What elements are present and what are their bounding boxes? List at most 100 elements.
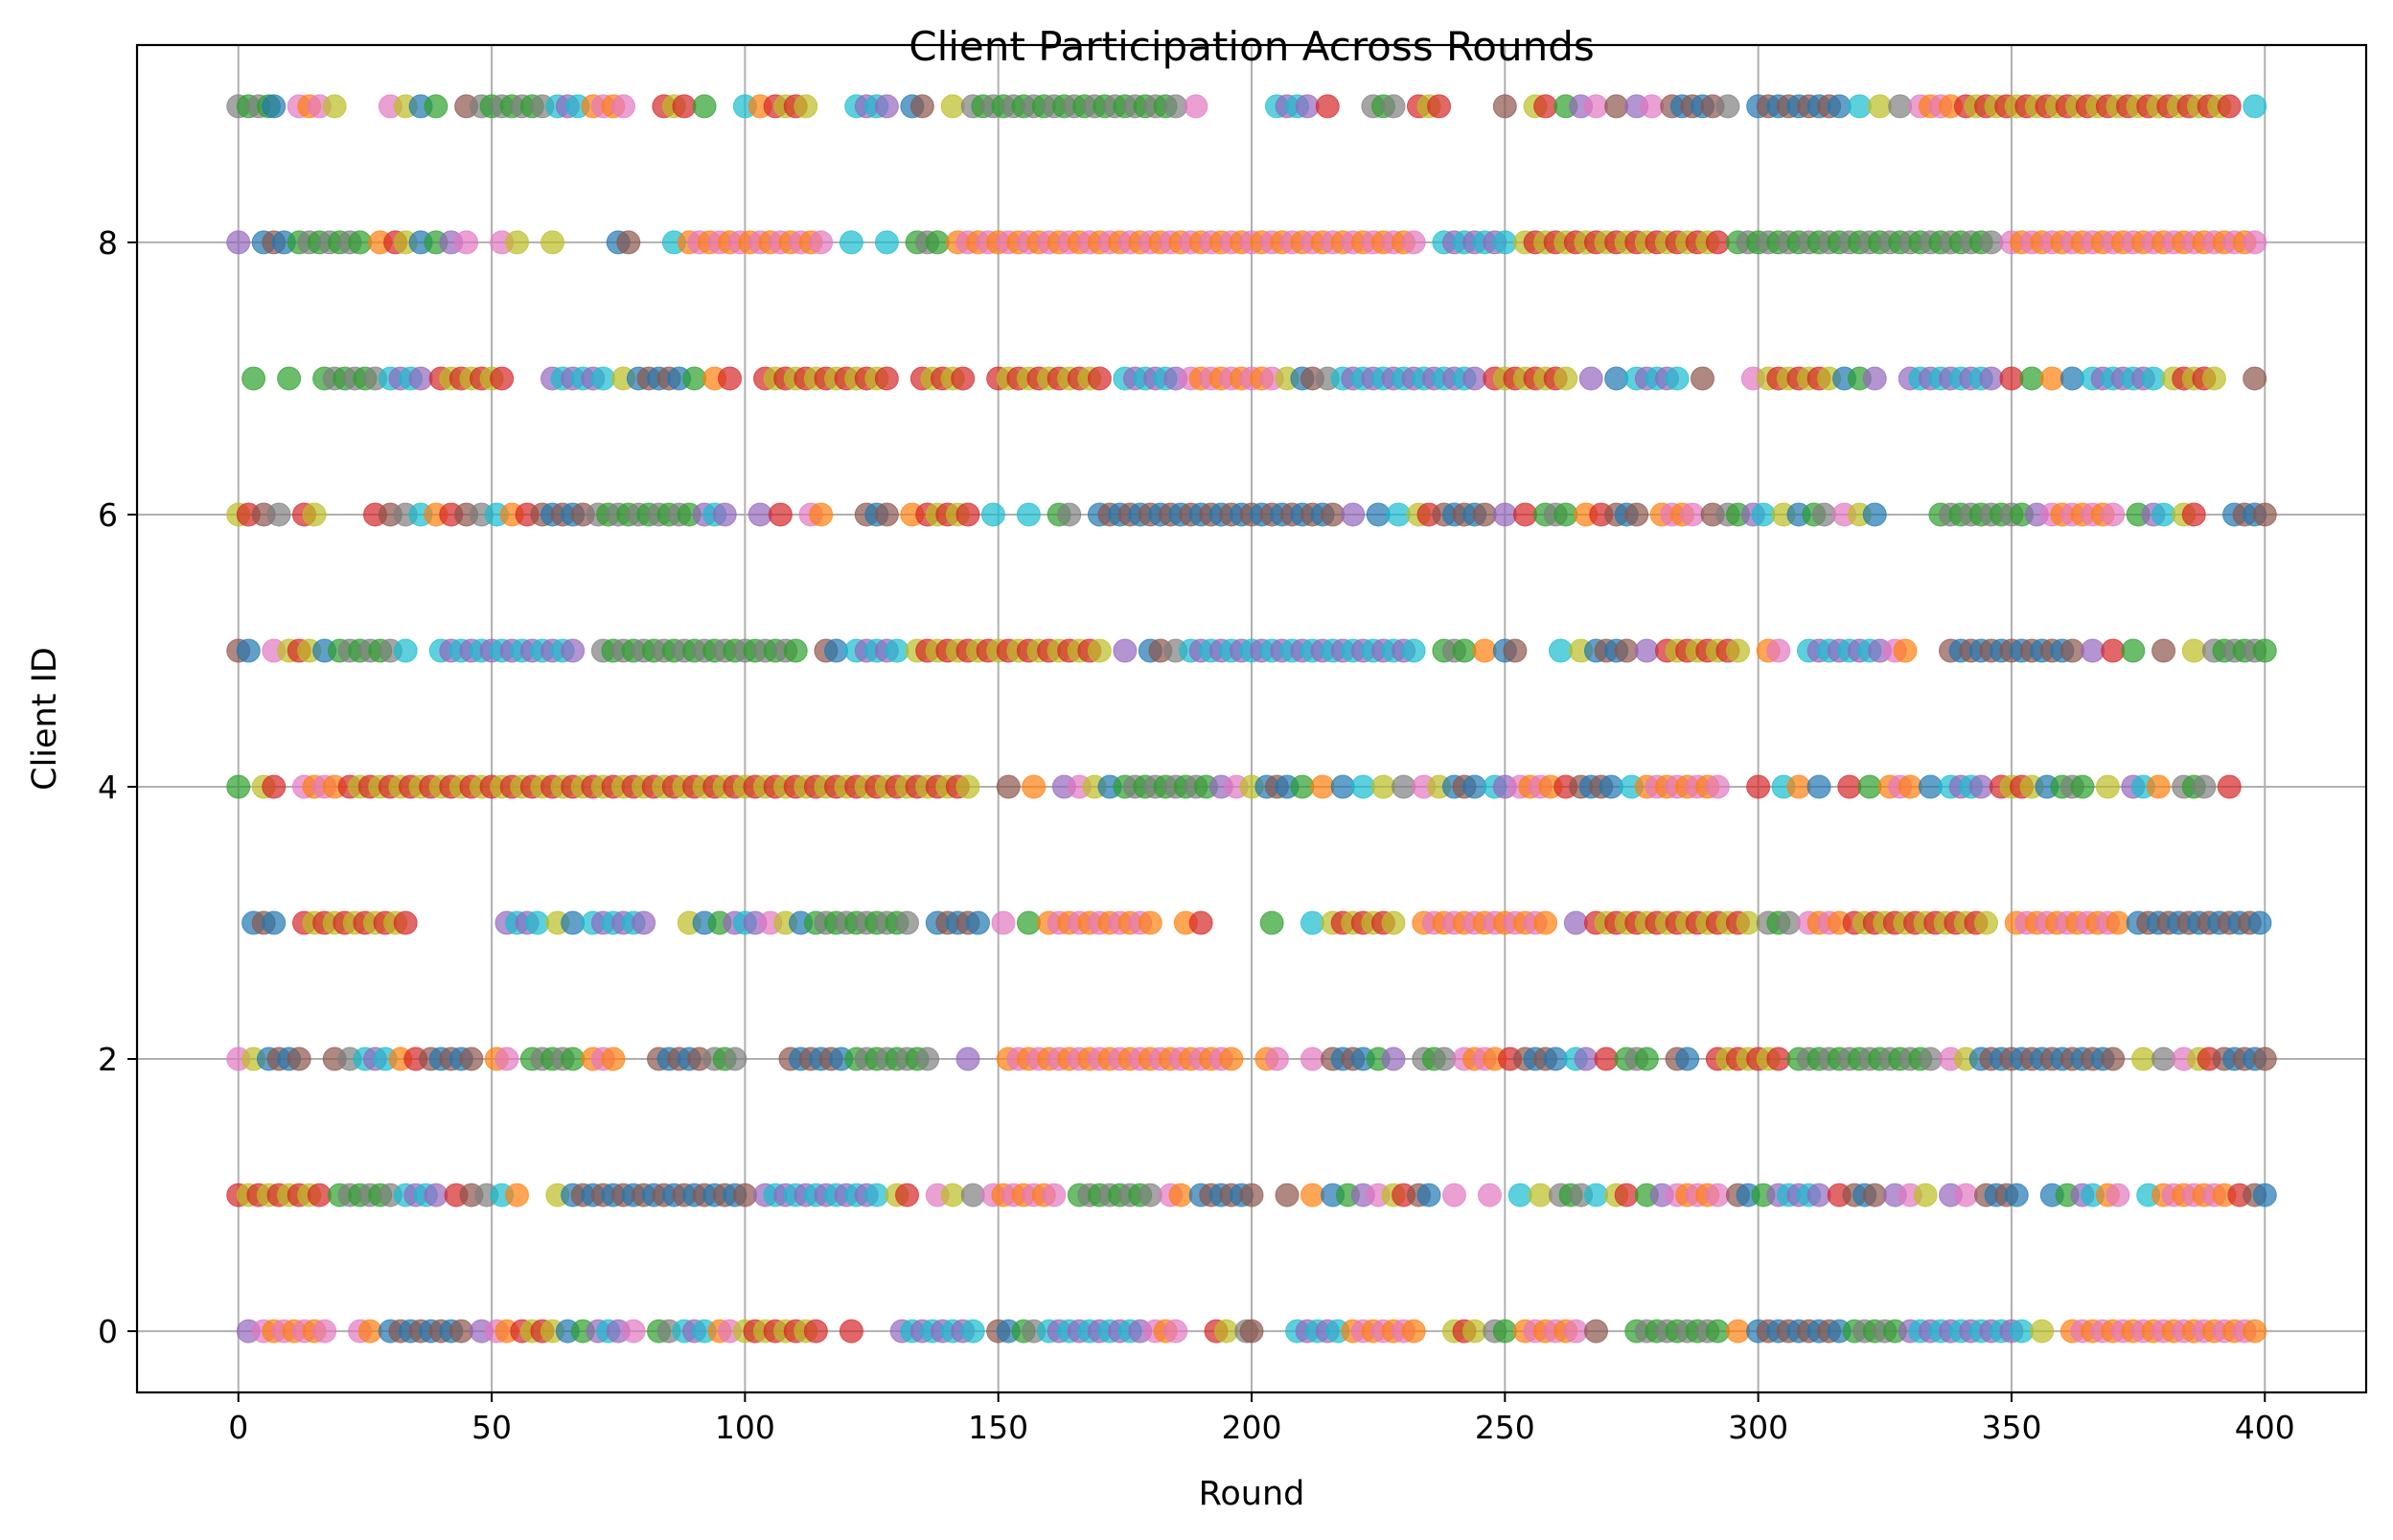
- data-point: [1472, 502, 1497, 527]
- x-tick-label: 100: [715, 1409, 775, 1446]
- data-point: [1599, 774, 1623, 799]
- data-point: [1386, 502, 1411, 527]
- data-point: [2192, 774, 2217, 799]
- data-point: [1979, 366, 2004, 391]
- data-point: [1427, 94, 1452, 119]
- data-point: [1675, 1046, 1700, 1071]
- data-point: [1806, 774, 1831, 799]
- data-point: [2252, 638, 2277, 663]
- data-point: [454, 230, 479, 255]
- data-point: [262, 910, 287, 935]
- data-point: [909, 94, 934, 119]
- data-point: [1321, 502, 1346, 527]
- data-point: [2151, 638, 2176, 663]
- data-point: [1416, 1183, 1441, 1207]
- data-point: [1507, 1183, 1532, 1207]
- data-point: [2095, 774, 2120, 799]
- data-point: [1528, 1183, 1553, 1207]
- data-point: [980, 502, 1005, 527]
- data-point: [692, 94, 717, 119]
- data-point: [895, 1183, 920, 1207]
- data-point: [1472, 638, 1497, 663]
- data-point: [1259, 910, 1284, 935]
- data-point: [1370, 774, 1395, 799]
- data-point: [322, 94, 347, 119]
- y-tick-label: 6: [98, 496, 118, 534]
- data-point: [1188, 910, 1213, 935]
- x-tick-label: 50: [472, 1409, 512, 1446]
- data-point: [621, 1319, 646, 1344]
- data-point: [1680, 502, 1705, 527]
- data-point: [1492, 230, 1517, 255]
- data-point: [1583, 1183, 1608, 1207]
- data-point: [2217, 94, 2242, 119]
- data-point: [1640, 94, 1665, 119]
- data-point: [1893, 638, 1918, 663]
- data-point: [540, 230, 564, 255]
- data-point: [1087, 366, 1112, 391]
- data-point: [495, 1046, 519, 1071]
- data-point: [1574, 1046, 1599, 1071]
- data-point: [2146, 774, 2171, 799]
- data-point: [302, 502, 327, 527]
- data-point: [459, 1046, 484, 1071]
- data-point: [1441, 1183, 1466, 1207]
- x-tick-label: 150: [968, 1409, 1028, 1446]
- data-point: [1862, 502, 1887, 527]
- data-point: [307, 1183, 332, 1207]
- data-point: [1138, 910, 1162, 935]
- data-point: [1918, 1046, 1943, 1071]
- x-tick-label: 200: [1222, 1409, 1282, 1446]
- data-point: [1016, 502, 1041, 527]
- data-point: [874, 366, 899, 391]
- data-point: [1381, 1046, 1406, 1071]
- data-point: [1766, 1046, 1791, 1071]
- data-point: [951, 366, 976, 391]
- data-point: [525, 910, 550, 935]
- data-point: [1366, 502, 1391, 527]
- data-point: [2004, 1183, 2029, 1207]
- data-point: [2243, 366, 2267, 391]
- data-point: [262, 774, 287, 799]
- data-point: [2030, 1319, 2055, 1344]
- data-point: [682, 366, 706, 391]
- data-point: [561, 638, 586, 663]
- data-point: [616, 230, 641, 255]
- data-point: [955, 774, 980, 799]
- data-point: [561, 910, 586, 935]
- data-point: [960, 1319, 985, 1344]
- data-point: [262, 94, 287, 119]
- data-point: [1614, 638, 1639, 663]
- data-point: [1401, 230, 1426, 255]
- data-point: [2181, 638, 2206, 663]
- data-point: [1022, 774, 1047, 799]
- data-point: [1503, 638, 1528, 663]
- data-point: [1087, 638, 1112, 663]
- data-point: [2059, 366, 2084, 391]
- data-point: [1624, 502, 1649, 527]
- data-point: [960, 1183, 985, 1207]
- data-point: [2252, 1183, 2277, 1207]
- data-point: [2059, 638, 2084, 663]
- data-point: [490, 366, 515, 391]
- data-point: [1492, 94, 1517, 119]
- data-point: [1604, 366, 1629, 391]
- data-point: [561, 1046, 586, 1071]
- data-point: [1786, 774, 1811, 799]
- data-point: [449, 1319, 473, 1344]
- data-point: [1512, 502, 1537, 527]
- data-point: [783, 638, 808, 663]
- data-point: [1310, 774, 1335, 799]
- data-point: [839, 230, 863, 255]
- x-tick-label: 0: [228, 1409, 248, 1446]
- data-point: [1163, 1319, 1188, 1344]
- data-point: [1604, 94, 1629, 119]
- data-point: [2121, 638, 2146, 663]
- data-point: [1705, 774, 1730, 799]
- data-point: [1999, 366, 2024, 391]
- data-point: [839, 1319, 863, 1344]
- data-point: [1300, 1183, 1324, 1207]
- data-point: [601, 1046, 626, 1071]
